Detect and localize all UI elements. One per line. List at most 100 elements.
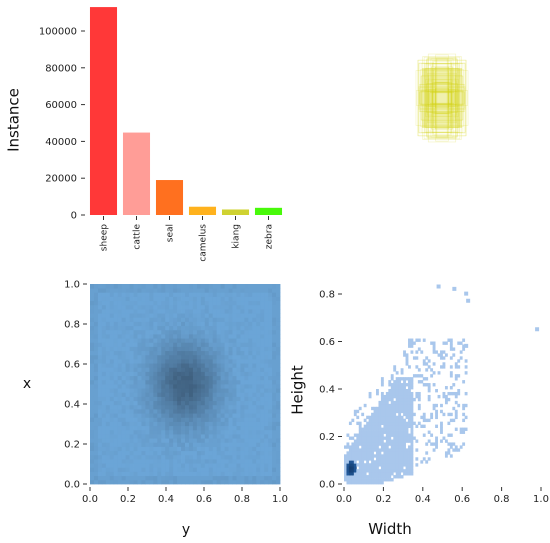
wh-heatmap-cell (403, 410, 406, 413)
wh-heatmap-cell (391, 407, 394, 410)
xy-heatmap-cell (118, 334, 122, 339)
xy-heatmap-cell (264, 476, 268, 481)
xy-heatmap-cell (90, 405, 94, 410)
xy-heatmap-cell (90, 301, 94, 306)
xy-heatmap-cell (268, 301, 272, 306)
xy-heatmap-cell (205, 305, 209, 310)
xy-heatmap-cell (252, 467, 256, 472)
xy-heatmap-cell (122, 355, 126, 360)
xy-heatmap-cell (122, 338, 126, 343)
xy-heatmap-cell (201, 472, 205, 477)
wh-heatmap-cell (386, 475, 389, 478)
wh-heatmap-cell (435, 413, 438, 416)
xy-heatmap-cell (173, 292, 177, 297)
xy-heatmap-cell (173, 426, 177, 431)
xy-heatmap-cell (130, 322, 134, 327)
xy-heatmap-cell (240, 401, 244, 406)
xy-heatmap-cell (114, 422, 118, 427)
wh-heatmap-cell (413, 342, 416, 345)
xy-heatmap-cell (193, 413, 197, 418)
xy-heatmap-cell (201, 317, 205, 322)
xy-heatmap-cell (177, 397, 181, 402)
xy-heatmap-cell (205, 455, 209, 460)
xy-heatmap-cell (94, 367, 98, 372)
xy-heatmap-cell (130, 459, 134, 464)
xy-heatmap-cell (145, 397, 149, 402)
wh-heatmap-cell (356, 422, 359, 425)
wh-heatmap-cell (386, 410, 389, 413)
xy-heatmap-cell (213, 467, 217, 472)
xy-heatmap-cell (260, 367, 264, 372)
wh-heatmap-cell (374, 439, 377, 442)
xy-heatmap-cell (244, 376, 248, 381)
wh-heatmap-cell (378, 431, 381, 434)
xy-heatmap-cell (217, 326, 221, 331)
xy-heatmap-cell (185, 463, 189, 468)
xy-heatmap-cell (240, 355, 244, 360)
xy-heatmap-cell (138, 397, 142, 402)
wh-heatmap-cell (410, 472, 413, 475)
xy-heatmap-cell (256, 480, 260, 485)
wh-heatmap-cell (386, 428, 389, 431)
wh-heatmap-cell (344, 466, 347, 469)
xy-heatmap-cell (225, 401, 229, 406)
xy-heatmap-cell (130, 338, 134, 343)
xy-heatmap-cell (138, 317, 142, 322)
xy-heatmap-cell (209, 376, 213, 381)
xy-heatmap-cell (106, 372, 110, 377)
xy-heatmap-cell (201, 405, 205, 410)
wh-heatmap-cell (406, 356, 409, 359)
xy-heatmap-cell (181, 417, 185, 422)
xy-heatmap-cell (98, 317, 102, 322)
wh-heatmap-cell (344, 469, 347, 472)
wh-heatmap-cell (386, 431, 389, 434)
xy-heatmap-cell (260, 376, 264, 381)
xy-heatmap-cell (149, 480, 153, 485)
xy-heatmap-cell (165, 459, 169, 464)
wh-heatmap-cell (440, 431, 443, 434)
xy-heatmap-cell (213, 363, 217, 368)
xy-heatmap-cell (141, 292, 145, 297)
xy-heatmap-cell (177, 338, 181, 343)
xy-heatmap-cell (102, 313, 106, 318)
wh-heatmap-cell (378, 448, 381, 451)
xy-heatmap-cell (201, 476, 205, 481)
xy-heatmap-cell (244, 388, 248, 393)
xy-heatmap-cell (244, 397, 248, 402)
xy-heatmap-cell (141, 426, 145, 431)
wh-heatmap-cell (406, 359, 409, 362)
xy-heatmap-cell (157, 397, 161, 402)
xy-heatmap-cell (157, 417, 161, 422)
xy-heatmap-cell (118, 351, 122, 356)
wh-heatmap-cell (383, 457, 386, 460)
wh-heatmap-cell (354, 451, 357, 454)
xy-heatmap-cell (209, 480, 213, 485)
xy-heatmap-cell (169, 384, 173, 389)
wh-heatmap-cell (364, 478, 367, 481)
xy-heatmap-cell (126, 422, 130, 427)
wh-heatmap-cell (371, 454, 374, 457)
xy-heatmap-cell (225, 447, 229, 452)
xy-heatmap-cell (236, 451, 240, 456)
xy-heatmap-cell (225, 355, 229, 360)
xy-heatmap-cell (217, 305, 221, 310)
xy-heatmap-cell (118, 376, 122, 381)
wh-heatmap-cell (396, 445, 399, 448)
xy-heatmap-cell (126, 347, 130, 352)
wh-heatmap-cell (455, 416, 458, 419)
xy-heatmap-cell (181, 355, 185, 360)
wh-heatmap-cell (396, 428, 399, 431)
xy-heatmap-cell (165, 434, 169, 439)
wh-heatmap-cell (374, 481, 377, 484)
xy-heatmap-cell (98, 463, 102, 468)
wh-heatmap-cell (381, 377, 384, 380)
wh-heatmap-cell (388, 380, 391, 383)
xy-heatmap-cell (236, 338, 240, 343)
wh-heatmap-cell (457, 392, 460, 395)
xy-heatmap-cell (197, 359, 201, 364)
xy-heatmap-cell (161, 284, 165, 289)
xy-heatmap-cell (153, 413, 157, 418)
xy-heatmap-cell (244, 426, 248, 431)
wh-heatmap-cell (450, 386, 453, 389)
xy-heatmap-cell (145, 334, 149, 339)
